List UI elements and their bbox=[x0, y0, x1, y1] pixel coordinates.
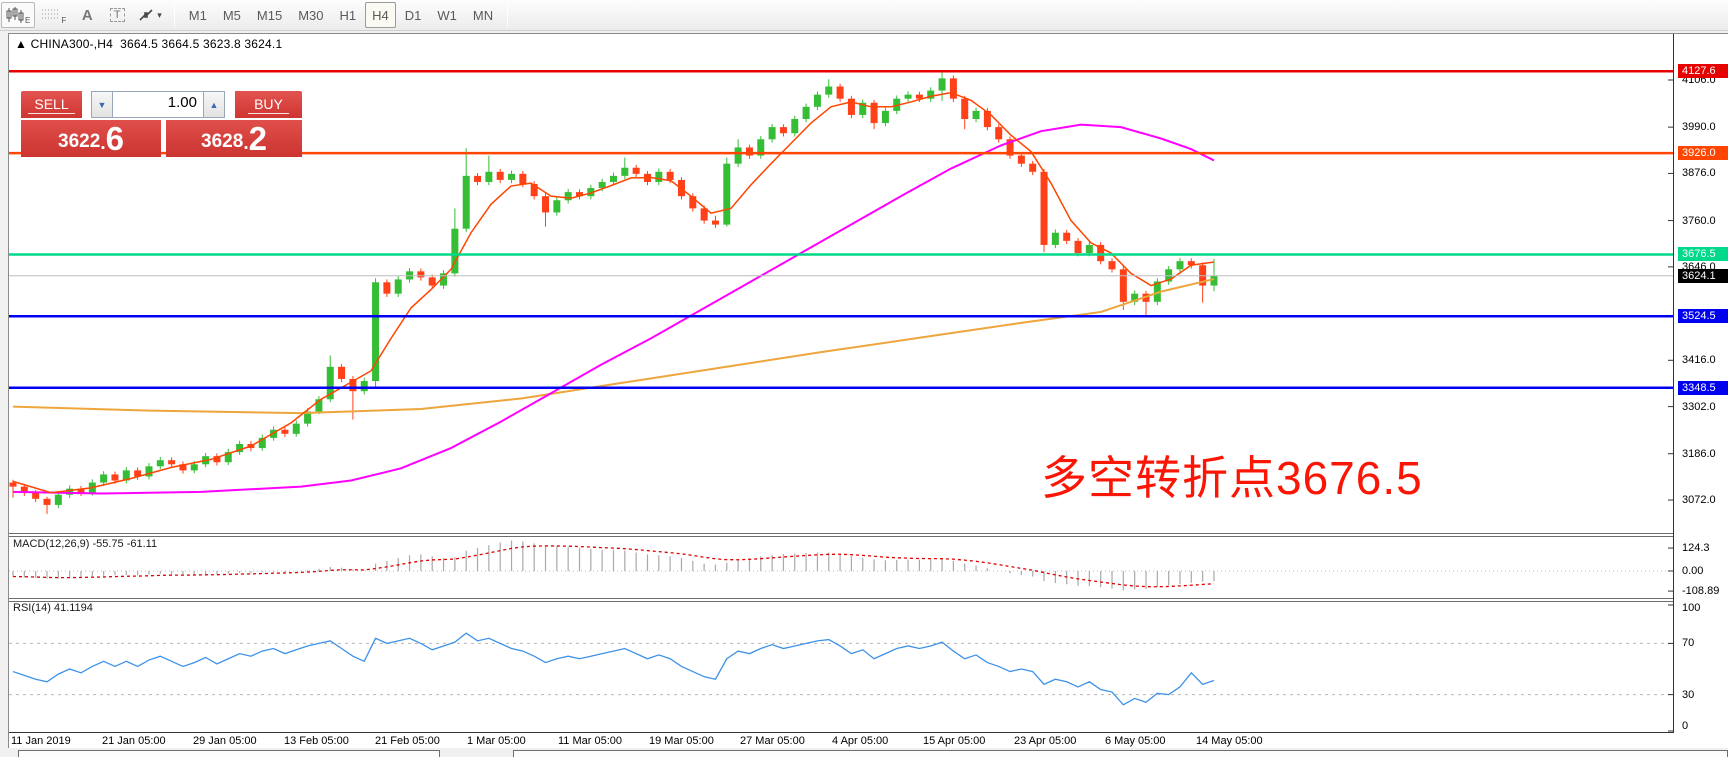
chevron-down-icon: ▾ bbox=[157, 9, 162, 20]
timeframe-button-group: M1 M5 M15 M30 H1 H4 D1 W1 MN bbox=[181, 2, 501, 28]
grid-icon bbox=[42, 9, 61, 19]
time-axis-label: 14 May 05:00 bbox=[1196, 735, 1263, 747]
macd-axis-tick: 0.00 bbox=[1682, 565, 1704, 577]
sell-button-label: SELL bbox=[28, 96, 75, 114]
price-axis[interactable]: 4106.0 3990.0 3876.0 3760.0 3646.0 3416.0 3302… bbox=[1676, 34, 1728, 749]
time-axis-label: 29 Jan 05:00 bbox=[193, 735, 257, 747]
time-axis-label: 23 Apr 05:00 bbox=[1014, 735, 1077, 747]
rsi-axis-tick: 0 bbox=[1682, 720, 1689, 732]
text-box-icon: T bbox=[109, 8, 125, 22]
time-axis-label: 19 Mar 05:00 bbox=[649, 735, 714, 747]
level-price-label: 3676.5 bbox=[1678, 247, 1728, 262]
timeframe-button-m15[interactable]: M15 bbox=[256, 7, 283, 23]
spin-down-icon: ▼ bbox=[97, 99, 107, 110]
volume-increase-button[interactable]: ▲ bbox=[204, 91, 225, 118]
docked-window-edge-left[interactable] bbox=[18, 750, 440, 757]
timeframe-button-d1[interactable]: D1 bbox=[404, 7, 422, 23]
spin-up-icon: ▲ bbox=[209, 99, 219, 110]
timeframe-button-mn[interactable]: MN bbox=[472, 7, 494, 23]
price-axis-tick: 3990.0 bbox=[1682, 121, 1716, 134]
rsi-axis-tick: 30 bbox=[1682, 688, 1695, 701]
macd-axis-tick: -108.89 bbox=[1682, 585, 1720, 598]
price-chart-canvas[interactable] bbox=[9, 34, 1674, 733]
time-axis-label: 27 Mar 05:00 bbox=[740, 735, 805, 747]
one-click-trading-panel: SELL ▼ 1.00 ▲ BUY 3622. 6 3628. 2 bbox=[21, 91, 302, 157]
time-axis-label: 1 Mar 05:00 bbox=[467, 735, 526, 747]
toolbar-separator-2 bbox=[507, 3, 509, 27]
rsi-axis-tick: 70 bbox=[1682, 637, 1695, 650]
grid-sub-label: F bbox=[61, 15, 67, 25]
time-axis-label: 15 Apr 05:00 bbox=[923, 735, 986, 747]
candlestick-chart-icon bbox=[6, 7, 24, 23]
buy-price-main: 3628 bbox=[201, 131, 244, 152]
buy-price-display[interactable]: 3628. 2 bbox=[166, 120, 302, 157]
volume-decrease-button[interactable]: ▼ bbox=[91, 91, 112, 118]
cursor-tools-button[interactable]: ▾ bbox=[133, 2, 167, 28]
sell-price-main: 3622 bbox=[58, 131, 101, 152]
level-price-label: 3348.5 bbox=[1678, 380, 1728, 395]
timeframe-button-m1[interactable]: M1 bbox=[188, 7, 207, 23]
time-axis-label: 4 Apr 05:00 bbox=[832, 735, 889, 747]
price-axis-tick: 3876.0 bbox=[1682, 167, 1716, 180]
chart-mode-button[interactable]: E bbox=[1, 2, 36, 28]
macd-axis-tick: 124.3 bbox=[1682, 542, 1710, 555]
timeframe-button-w1[interactable]: W1 bbox=[437, 7, 457, 23]
chart-mode-sub-label: E bbox=[25, 15, 31, 25]
text-box-button[interactable]: T bbox=[103, 2, 131, 28]
volume-input[interactable]: 1.00 bbox=[112, 91, 204, 118]
chart-text-annotation: 多空转折点3676.5 bbox=[1041, 452, 1423, 504]
sell-price-big-digit: 6 bbox=[105, 120, 124, 157]
crosshair-arrows-icon bbox=[139, 9, 153, 21]
docked-window-edge-right[interactable] bbox=[513, 750, 1728, 757]
price-axis-tick: 3760.0 bbox=[1682, 214, 1716, 227]
time-axis-label: 13 Feb 05:00 bbox=[284, 735, 349, 747]
toolbar-separator bbox=[173, 3, 175, 27]
grid-button[interactable]: F bbox=[37, 2, 71, 28]
chart-window: ▲ CHINA300-,H4 3664.5 3664.5 3623.8 3624… bbox=[8, 33, 1728, 748]
buy-price-big-digit: 2 bbox=[248, 120, 267, 157]
level-price-label: 3524.5 bbox=[1678, 309, 1728, 324]
price-axis-tick: 3416.0 bbox=[1682, 354, 1716, 367]
sell-price-dot: . bbox=[100, 133, 106, 154]
text-a-icon: A bbox=[81, 6, 93, 24]
buy-price-dot: . bbox=[243, 133, 249, 154]
bottom-docked-windows-strip bbox=[0, 748, 1728, 757]
level-price-label: 3926.0 bbox=[1678, 146, 1728, 161]
current-price-label: 3624.1 bbox=[1678, 268, 1728, 283]
sell-button[interactable]: SELL bbox=[21, 91, 82, 118]
level-price-label: 4127.6 bbox=[1678, 64, 1728, 79]
toolbar: E F A T ▾ M1 M5 M15 M30 H1 H4 D1 W1 MN bbox=[0, 0, 1728, 31]
time-axis-label: 11 Mar 05:00 bbox=[558, 735, 623, 747]
timeframe-button-m30[interactable]: M30 bbox=[298, 7, 324, 23]
time-axis-label: 11 Jan 2019 bbox=[11, 735, 71, 747]
buy-button[interactable]: BUY bbox=[235, 91, 302, 118]
timeframe-button-h1[interactable]: H1 bbox=[339, 7, 357, 23]
timeframe-button-h4[interactable]: H4 bbox=[365, 2, 396, 28]
text-label-button[interactable]: A bbox=[73, 2, 101, 28]
time-axis[interactable]: 11 Jan 2019 21 Jan 05:00 29 Jan 05:00 13 Fe… bbox=[9, 734, 1674, 750]
rsi-axis-tick: 100 bbox=[1682, 602, 1701, 614]
sell-price-display[interactable]: 3622. 6 bbox=[21, 120, 161, 157]
time-axis-label: 6 May 05:00 bbox=[1105, 735, 1166, 747]
symbol-ohlc-header: ▲ CHINA300-,H4 3664.5 3664.5 3623.8 3624… bbox=[15, 37, 283, 51]
macd-indicator-label: MACD(12,26,9) -55.75 -61.11 bbox=[13, 538, 158, 550]
price-axis-tick: 3186.0 bbox=[1682, 447, 1716, 460]
rsi-indicator-label: RSI(14) 41.1194 bbox=[13, 602, 93, 614]
price-axis-tick: 3072.0 bbox=[1682, 494, 1716, 507]
buy-button-label: BUY bbox=[248, 96, 289, 114]
time-axis-label: 21 Jan 05:00 bbox=[102, 735, 166, 747]
price-axis-tick: 3302.0 bbox=[1682, 400, 1716, 413]
timeframe-button-m5[interactable]: M5 bbox=[222, 7, 241, 23]
time-axis-label: 21 Feb 05:00 bbox=[375, 735, 440, 747]
